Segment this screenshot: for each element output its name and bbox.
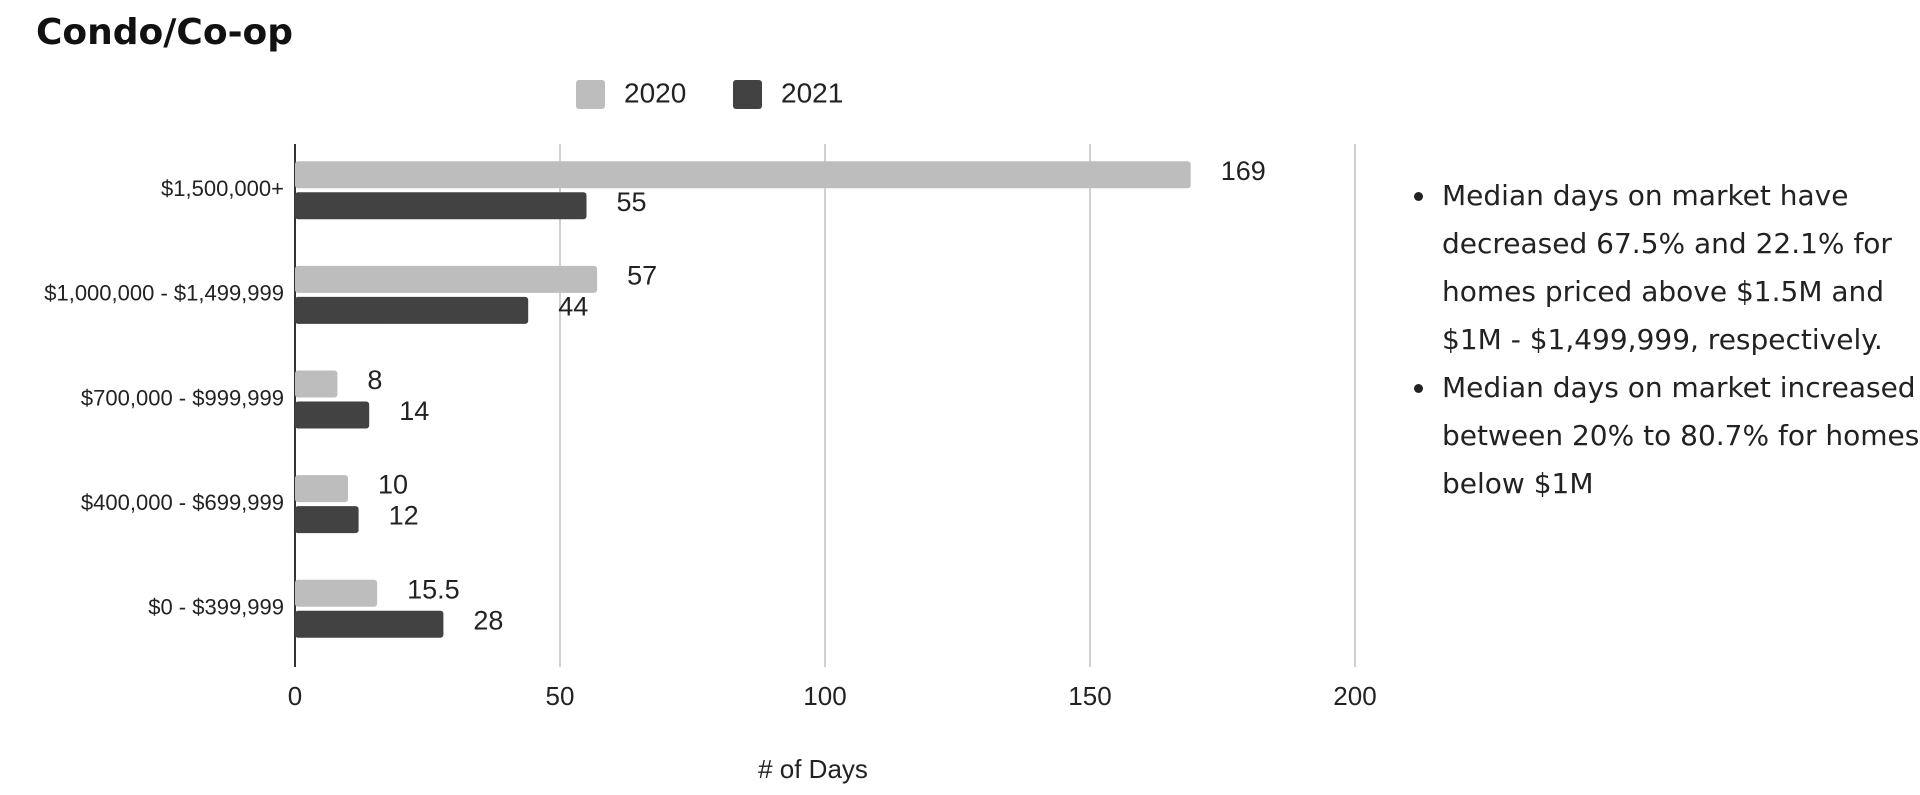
bar [295, 192, 587, 220]
x-tick-label: 200 [1333, 681, 1376, 711]
y-tick-label: $700,000 - $999,999 [81, 385, 284, 410]
y-tick-label: $0 - $399,999 [148, 595, 284, 620]
value-label: 12 [389, 501, 419, 531]
value-label: 55 [617, 187, 647, 217]
bar [295, 296, 529, 324]
legend-label: 2021 [781, 77, 843, 108]
bar [295, 370, 338, 398]
legend-swatch [733, 80, 762, 109]
value-label: 14 [399, 396, 429, 426]
legend-label: 2020 [624, 77, 686, 108]
bar [295, 579, 378, 607]
x-tick-label: 100 [803, 681, 846, 711]
bar [295, 610, 444, 638]
x-tick-label: 50 [546, 681, 575, 711]
value-label: 15.5 [407, 574, 460, 604]
bar [295, 506, 359, 534]
chart-title: Condo/Co-op [36, 12, 294, 53]
chart: 0 50 100 150 200 # of Days 2020 2021 $1,500,000+… [44, 77, 1376, 784]
bar [295, 475, 348, 503]
value-label: 8 [367, 365, 382, 395]
notes: Median days on market have decreased 67.… [1400, 172, 1920, 508]
x-axis-title: # of Days [758, 754, 868, 784]
bar [295, 161, 1191, 189]
legend-swatch [576, 80, 605, 109]
value-label: 28 [473, 605, 503, 635]
value-label: 57 [627, 261, 657, 291]
y-tick-label: $400,000 - $699,999 [81, 490, 284, 515]
note: Median days on market have decreased 67.… [1438, 172, 1920, 364]
y-tick-label: $1,500,000+ [161, 176, 284, 201]
value-label: 44 [558, 292, 588, 322]
note: Median days on market increased between … [1438, 364, 1920, 508]
x-tick-label: 0 [288, 681, 302, 711]
value-label: 10 [378, 470, 408, 500]
bar [295, 401, 370, 429]
value-label: 169 [1221, 156, 1266, 186]
x-tick-label: 150 [1068, 681, 1111, 711]
y-tick-label: $1,000,000 - $1,499,999 [44, 281, 284, 306]
bar [295, 265, 598, 293]
